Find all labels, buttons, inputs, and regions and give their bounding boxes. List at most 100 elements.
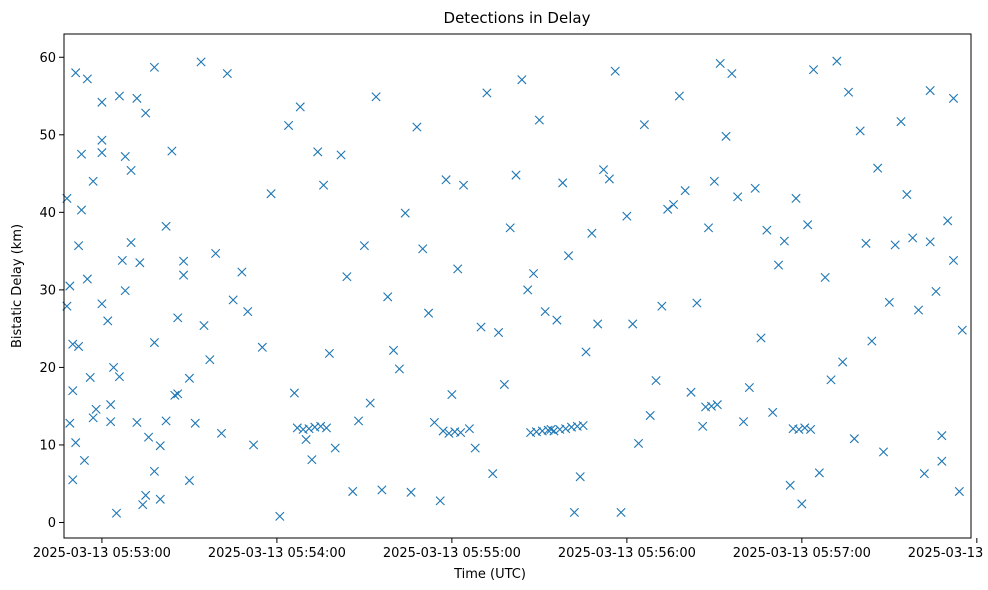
data-point — [762, 225, 772, 235]
data-point — [82, 74, 92, 84]
x-tick-label: 2025-03-13 05:58:00 — [908, 546, 988, 561]
data-point — [141, 108, 151, 118]
data-point — [441, 175, 451, 185]
data-point — [800, 423, 810, 433]
data-point — [686, 387, 696, 397]
data-point — [943, 216, 953, 226]
data-point — [211, 248, 221, 259]
data-point — [313, 147, 323, 157]
data-point — [120, 286, 130, 296]
data-point — [476, 322, 486, 332]
data-point — [610, 66, 620, 76]
data-point — [266, 189, 276, 199]
data-point — [304, 424, 314, 434]
data-point — [205, 355, 215, 365]
chart-title: Detections in Delay — [444, 9, 591, 27]
data-point — [633, 438, 644, 448]
data-point — [73, 341, 84, 352]
data-point — [578, 420, 588, 431]
data-point — [861, 238, 871, 248]
data-point — [957, 325, 967, 335]
data-point — [167, 146, 177, 156]
data-point — [126, 237, 136, 248]
data-point — [902, 189, 912, 200]
data-point — [558, 178, 568, 188]
data-point — [797, 499, 807, 509]
data-point — [499, 379, 509, 390]
data-point — [85, 372, 95, 383]
data-point — [155, 441, 165, 451]
data-point — [68, 339, 78, 349]
data-point — [68, 386, 78, 396]
y-tick-label: 60 — [39, 51, 56, 66]
data-point — [849, 434, 859, 444]
data-point — [196, 57, 206, 67]
data-point — [283, 120, 294, 131]
y-tick-label: 40 — [39, 206, 56, 221]
data-point — [721, 131, 731, 141]
data-point — [680, 186, 690, 196]
data-point — [138, 500, 148, 510]
y-tick-label: 0 — [48, 516, 56, 531]
data-point — [873, 163, 883, 173]
x-tick-label: 2025-03-13 05:53:00 — [33, 546, 171, 561]
data-point — [768, 407, 778, 417]
data-point — [794, 424, 804, 435]
data-point — [348, 486, 358, 497]
data-point — [321, 423, 332, 433]
data-point — [855, 126, 865, 136]
data-point — [773, 260, 784, 270]
data-point — [703, 223, 714, 233]
data-point — [552, 315, 562, 325]
data-point — [867, 336, 877, 346]
data-point — [257, 342, 267, 352]
data-point — [359, 241, 369, 251]
data-point — [383, 292, 393, 302]
data-point — [878, 447, 889, 457]
data-point — [184, 476, 194, 486]
data-point — [657, 301, 667, 311]
y-axis-label: Bistatic Delay (km) — [10, 224, 25, 348]
data-points — [62, 56, 967, 521]
data-point — [750, 183, 760, 193]
data-point — [155, 494, 165, 504]
x-tick-label: 2025-03-13 05:57:00 — [733, 546, 871, 561]
data-point — [843, 87, 854, 97]
data-point — [549, 426, 559, 436]
data-point — [353, 416, 364, 426]
data-point — [727, 68, 737, 79]
data-point — [534, 115, 544, 125]
data-point — [228, 295, 238, 305]
data-point — [931, 286, 941, 297]
data-point — [149, 338, 159, 348]
data-point — [412, 122, 422, 132]
data-point — [149, 466, 159, 476]
data-point — [651, 376, 661, 386]
y-tick-label: 20 — [39, 361, 56, 376]
data-point — [65, 281, 75, 291]
data-point — [365, 398, 375, 408]
data-point — [706, 401, 717, 411]
data-point — [779, 236, 789, 246]
data-point — [896, 117, 906, 127]
data-point — [76, 149, 87, 159]
data-point — [406, 487, 416, 497]
data-point — [808, 65, 819, 75]
data-point — [161, 416, 171, 426]
data-point — [458, 180, 469, 190]
data-point — [715, 58, 725, 69]
data-point — [103, 316, 113, 326]
data-point — [289, 388, 299, 398]
data-point — [668, 199, 679, 210]
data-point — [418, 244, 428, 254]
data-point — [79, 455, 90, 466]
data-point — [161, 221, 171, 231]
data-point — [82, 274, 92, 284]
data-point — [925, 86, 935, 96]
data-point — [692, 298, 702, 308]
data-point — [68, 475, 78, 485]
data-point — [336, 150, 346, 160]
y-tick-label: 50 — [39, 128, 56, 143]
data-point — [143, 432, 154, 442]
